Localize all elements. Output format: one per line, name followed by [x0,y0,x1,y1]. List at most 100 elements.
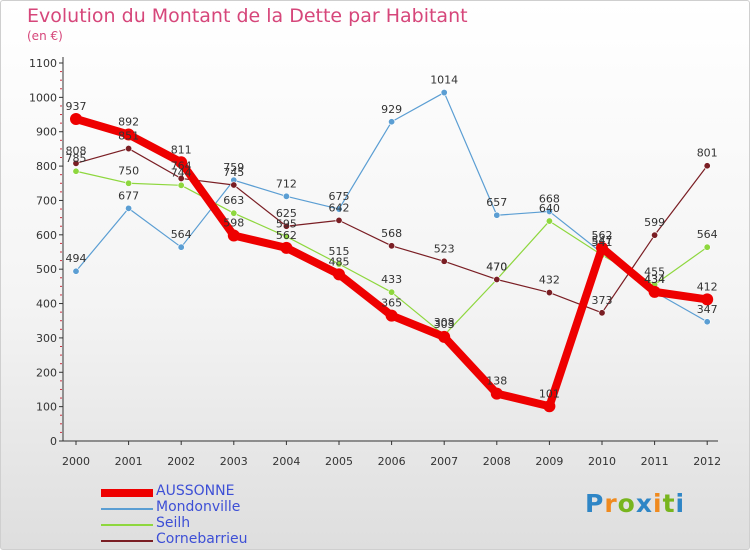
legend-label-aussonne: AUSSONNE [156,483,235,499]
data-point-cornebarrieu [651,231,659,239]
y-tick-label: 300 [36,332,57,345]
legend-swatch-aussonne [101,489,153,497]
data-label-seilh: 541 [592,236,613,249]
data-label-mondonville: 759 [223,161,244,174]
data-point-aussonne [385,309,398,322]
data-point-cornebarrieu [388,242,396,250]
data-label-seilh: 308 [434,316,455,329]
data-label-mondonville: 712 [276,177,297,190]
data-point-mondonville [493,211,501,219]
legend-swatch-cornebarrieu [101,540,153,542]
data-point-cornebarrieu [230,181,238,189]
legend-label-seilh: Seilh [156,515,191,531]
data-label-aussonne: 101 [539,387,560,400]
data-label-aussonne: 598 [223,217,244,230]
data-point-aussonne [543,400,556,413]
y-tick-label: 600 [36,229,57,242]
data-label-mondonville: 668 [539,192,560,205]
axes: 0 100 200 300 400 500 600 700 800 900 1000 1100 2000… [29,57,721,468]
legend-swatch-mondonville [101,508,153,510]
data-label-cornebarrieu: 599 [644,216,665,229]
x-tick-label: 2009 [535,455,563,468]
data-point-cornebarrieu [125,145,133,153]
x-tick-label: 2004 [272,455,300,468]
x-tick-label: 2010 [588,455,616,468]
data-label-aussonne: 434 [644,273,665,286]
data-label-seilh: 640 [539,202,560,215]
data-label-aussonne: 811 [171,143,192,156]
data-label-mondonville: 675 [329,190,350,203]
data-label-aussonne: 892 [118,115,139,128]
data-label-aussonne: 937 [66,100,87,113]
data-label-mondonville: 657 [486,196,507,209]
x-tick-label: 2008 [483,455,511,468]
y-tick-label: 1000 [29,91,57,104]
data-point-aussonne [490,387,503,400]
data-label-cornebarrieu: 851 [118,130,139,143]
data-point-mondonville [545,207,553,215]
x-tick-label: 2003 [220,455,248,468]
data-label-mondonville: 929 [381,103,402,116]
data-point-aussonne [70,113,82,126]
data-point-seilh [72,167,80,175]
data-point-mondonville [335,205,343,213]
data-label-aussonne: 365 [381,297,402,310]
data-point-cornebarrieu [282,222,290,230]
data-point-aussonne [701,293,714,306]
data-label-seilh: 744 [171,166,192,179]
data-point-aussonne [648,285,661,298]
data-point-mondonville [388,118,396,126]
data-label-cornebarrieu: 432 [539,274,560,287]
data-label-cornebarrieu: 523 [434,242,455,255]
data-point-mondonville [282,192,290,200]
data-label-aussonne: 412 [697,280,718,293]
data-label-seilh: 785 [66,152,87,165]
data-point-aussonne [122,128,135,141]
data-point-aussonne [175,156,188,169]
y-tick-label: 900 [36,126,57,139]
data-label-cornebarrieu: 764 [171,159,192,172]
x-tick-label: 2012 [693,455,721,468]
data-point-seilh [125,179,133,187]
data-label-aussonne: 562 [592,229,613,242]
data-label-mondonville: 564 [171,228,192,241]
data-point-seilh [230,209,238,217]
x-tick-label: 2001 [115,455,143,468]
data-point-seilh [388,288,396,296]
data-label-cornebarrieu: 568 [381,227,402,240]
data-label-mondonville: 547 [592,234,613,247]
data-point-mondonville [125,204,133,212]
data-label-mondonville: 347 [697,303,718,316]
data-label-cornebarrieu: 745 [223,166,244,179]
y-tick-label: 800 [36,160,57,173]
chart-title: Evolution du Montant de la Dette par Hab… [27,5,468,27]
data-point-cornebarrieu [177,174,185,182]
chart-unit: (en €) [27,29,63,43]
x-tick-label: 2007 [430,455,458,468]
data-label-seilh: 515 [329,245,350,258]
data-label-aussonne: 138 [486,375,507,388]
data-point-cornebarrieu [703,162,711,170]
data-point-aussonne [438,330,451,343]
data-label-mondonville: 1014 [430,74,458,87]
legend-swatch-seilh [101,524,153,526]
data-point-seilh [703,243,711,251]
data-point-cornebarrieu [545,289,553,297]
data-point-cornebarrieu [493,275,501,283]
legend-label-mondonville: Mondonville [156,499,241,515]
data-point-aussonne [280,241,293,254]
data-label-mondonville: 434 [644,273,665,286]
data-label-cornebarrieu: 801 [697,147,718,160]
y-tick-label: 500 [36,263,57,276]
data-point-cornebarrieu [598,309,606,317]
data-label-aussonne: 562 [276,229,297,242]
data-label-cornebarrieu: 642 [329,201,350,214]
data-point-mondonville [703,318,711,326]
x-tick-label: 2006 [378,455,406,468]
y-tick-label: 200 [36,366,57,379]
data-point-mondonville [440,89,448,97]
data-label-seilh: 595 [276,218,297,231]
data-point-aussonne [596,241,608,254]
y-tick-label: 100 [36,401,57,414]
